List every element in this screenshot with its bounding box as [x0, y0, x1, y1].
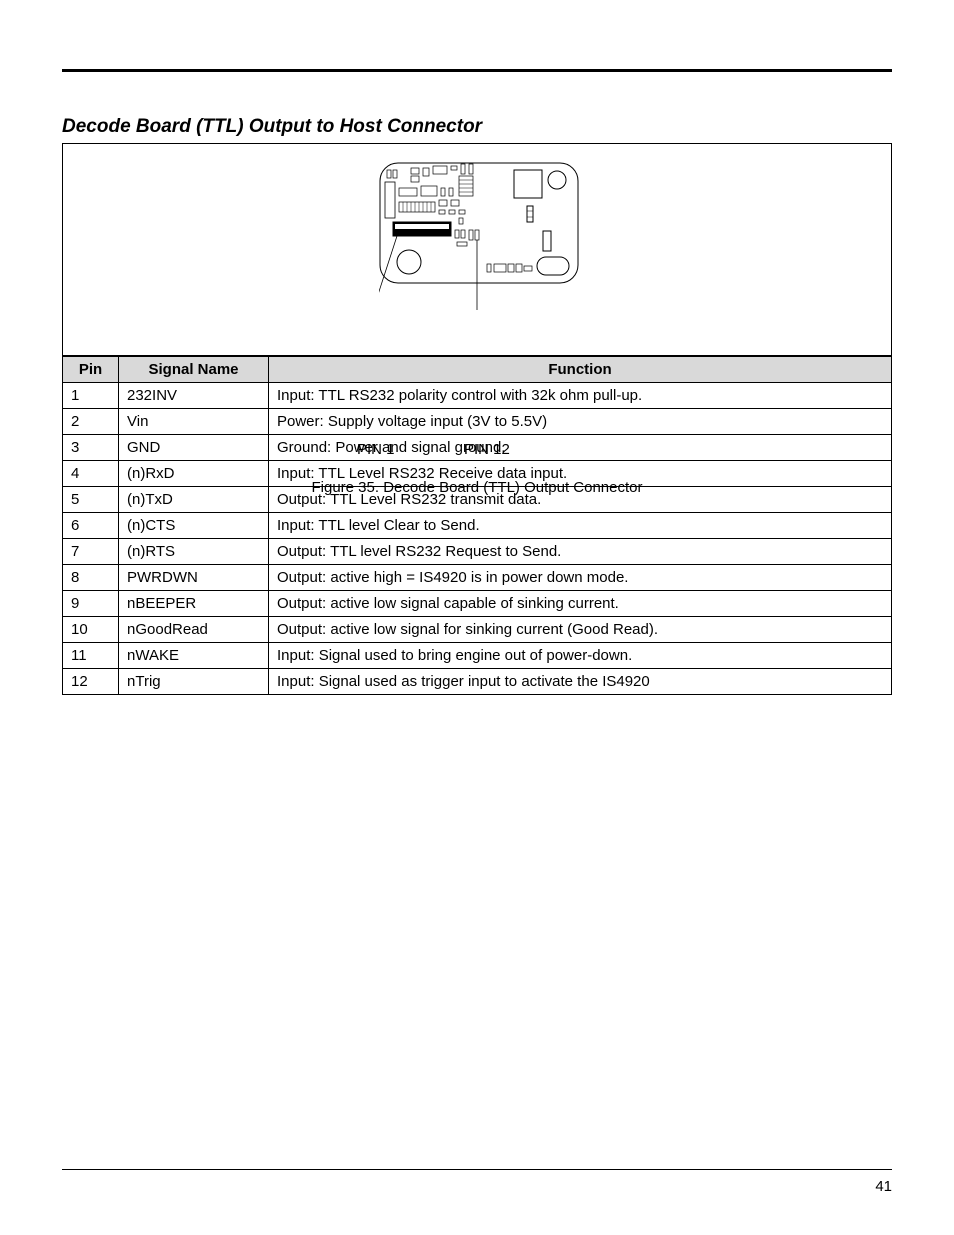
- table-cell: PWRDWN: [119, 565, 269, 591]
- table-cell: 5: [63, 487, 119, 513]
- col-signal-name: Signal Name: [119, 357, 269, 383]
- table-cell: Output: TTL Level RS232 transmit data.: [269, 487, 892, 513]
- table-cell: Power: Supply voltage input (3V to 5.5V): [269, 409, 892, 435]
- bottom-rule: [62, 1169, 892, 1170]
- table-cell: 7: [63, 539, 119, 565]
- table-row: 10nGoodReadOutput: active low signal for…: [63, 617, 892, 643]
- table-row: 5(n)TxDOutput: TTL Level RS232 transmit …: [63, 487, 892, 513]
- figure-box: PIN 1 PIN 12 Figure 35. Decode Board (TT…: [62, 143, 892, 356]
- table-cell: nBEEPER: [119, 591, 269, 617]
- table-cell: 3: [63, 435, 119, 461]
- table-cell: 10: [63, 617, 119, 643]
- table-row: 8PWRDWNOutput: active high = IS4920 is i…: [63, 565, 892, 591]
- table-cell: 4: [63, 461, 119, 487]
- table-cell: (n)CTS: [119, 513, 269, 539]
- table-cell: Ground: Power and signal ground.: [269, 435, 892, 461]
- table-row: 6(n)CTSInput: TTL level Clear to Send.: [63, 513, 892, 539]
- table-cell: Output: active high = IS4920 is in power…: [269, 565, 892, 591]
- table-row: 11nWAKEInput: Signal used to bring engin…: [63, 643, 892, 669]
- table-cell: (n)RxD: [119, 461, 269, 487]
- table-row: 9nBEEPEROutput: active low signal capabl…: [63, 591, 892, 617]
- table-cell: nTrig: [119, 669, 269, 695]
- top-rule: [62, 69, 892, 72]
- pin-table: Pin Signal Name Function 1232INVInput: T…: [62, 356, 892, 695]
- table-cell: Input: Signal used as trigger input to a…: [269, 669, 892, 695]
- table-cell: Input: TTL RS232 polarity control with 3…: [269, 383, 892, 409]
- table-cell: 12: [63, 669, 119, 695]
- table-cell: 6: [63, 513, 119, 539]
- table-cell: 1: [63, 383, 119, 409]
- table-cell: Input: Signal used to bring engine out o…: [269, 643, 892, 669]
- table-header-row: Pin Signal Name Function: [63, 357, 892, 383]
- table-row: 12nTrigInput: Signal used as trigger inp…: [63, 669, 892, 695]
- table-row: 1232INVInput: TTL RS232 polarity control…: [63, 383, 892, 409]
- table-cell: Output: TTL level RS232 Request to Send.: [269, 539, 892, 565]
- col-function: Function: [269, 357, 892, 383]
- table-cell: nGoodRead: [119, 617, 269, 643]
- page-number: 41: [875, 1178, 892, 1195]
- page-title: Decode Board (TTL) Output to Host Connec…: [62, 116, 482, 138]
- table-cell: Input: TTL Level RS232 Receive data inpu…: [269, 461, 892, 487]
- table-cell: 9: [63, 591, 119, 617]
- table-cell: 2: [63, 409, 119, 435]
- table-cell: Input: TTL level Clear to Send.: [269, 513, 892, 539]
- table-cell: 11: [63, 643, 119, 669]
- table-row: 4(n)RxDInput: TTL Level RS232 Receive da…: [63, 461, 892, 487]
- table-cell: nWAKE: [119, 643, 269, 669]
- table-cell: Output: active low signal for sinking cu…: [269, 617, 892, 643]
- table-cell: 8: [63, 565, 119, 591]
- table-cell: GND: [119, 435, 269, 461]
- table-row: 2VinPower: Supply voltage input (3V to 5…: [63, 409, 892, 435]
- table-cell: (n)RTS: [119, 539, 269, 565]
- table-cell: Output: active low signal capable of sin…: [269, 591, 892, 617]
- col-pin: Pin: [63, 357, 119, 383]
- table-cell: Vin: [119, 409, 269, 435]
- table-cell: 232INV: [119, 383, 269, 409]
- table-row: 3GNDGround: Power and signal ground.: [63, 435, 892, 461]
- table-cell: (n)TxD: [119, 487, 269, 513]
- table-row: 7(n)RTSOutput: TTL level RS232 Request t…: [63, 539, 892, 565]
- board-diagram: [379, 162, 579, 310]
